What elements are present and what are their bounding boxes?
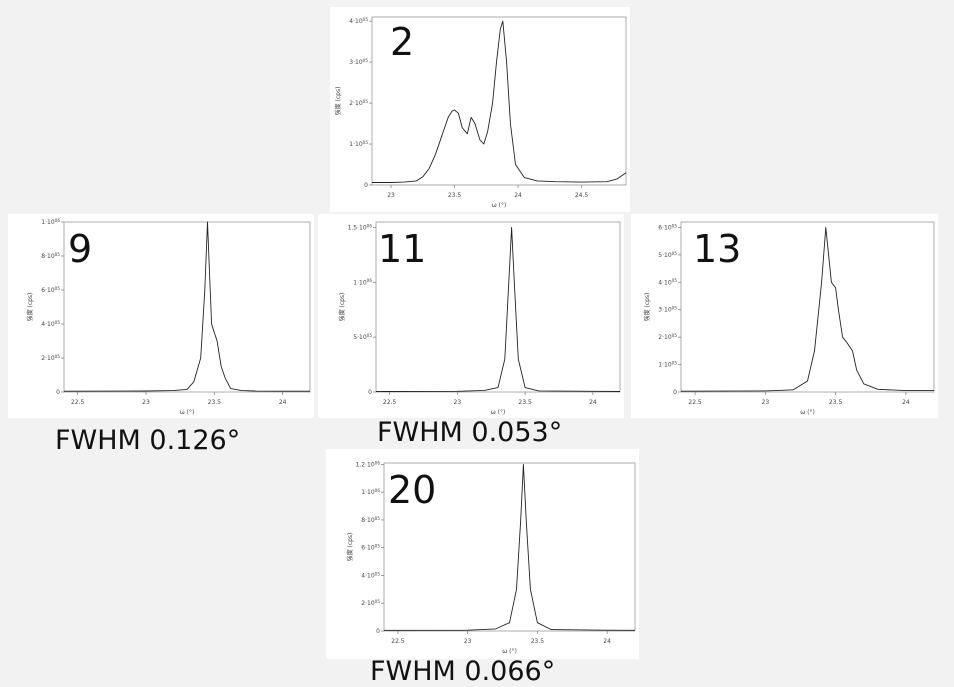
series-line-20	[383, 463, 636, 631]
plot-frame-20	[383, 462, 636, 632]
y-axis-label-9: 強度 (cps)	[26, 293, 34, 322]
x-tick-label-9-0: 22.5	[71, 399, 85, 406]
y-tick-label-20-2: 4·1005	[361, 571, 380, 579]
x-tick-label-2-0: 23	[387, 192, 395, 199]
chart-svg-9: 0 2·1005 4·1005 6·1005 8·1005 1·1006 22.5 23 23.…	[26, 218, 311, 416]
y-tick-label-9-4: 8·1005	[41, 252, 60, 260]
series-line-11	[375, 227, 621, 392]
x-tick-label-13-2: 23.5	[829, 399, 843, 406]
y-tick-label-9-2: 4·1005	[41, 320, 60, 328]
y-tick-label-9-0: 0	[56, 389, 60, 396]
x-tick-label-13-3: 24	[902, 399, 910, 406]
chart-panel-13: 0 1·1005 2·1005 3·1005 4·1005 5·1005 6·1005 22.…	[631, 214, 938, 418]
fwhm-label-20: FWHM 0.066°	[370, 656, 556, 687]
sample-label-2: 2	[390, 20, 414, 64]
fwhm-label-9: FWHM 0.126°	[55, 425, 241, 456]
plot-frame-9	[63, 221, 311, 393]
chart-panel-9: 0 2·1005 4·1005 6·1005 8·1005 1·1006 22.5 23 23.…	[8, 214, 314, 418]
y-tick-label-13-5: 5·1005	[658, 251, 677, 259]
sample-label-9: 9	[68, 227, 92, 271]
x-tick-label-2-3: 24.5	[575, 192, 589, 199]
x-tick-label-13-1: 23	[762, 399, 770, 406]
y-tick-label-9-1: 2·1005	[41, 354, 60, 362]
y-tick-label-2-4: 4·1005	[349, 17, 368, 25]
series-line-2	[372, 20, 627, 183]
x-tick-label-13-0: 22.5	[688, 399, 702, 406]
y-tick-label-2-1: 1·1005	[349, 140, 368, 148]
chart-svg-20: 0 2·1005 4·1005 6·1005 8·1005 1·1006 1.2·1006 2…	[346, 460, 636, 655]
y-axis-label-11: 強度 (cps)	[338, 293, 346, 322]
y-tick-label-13-1: 1·1005	[658, 360, 677, 368]
x-tick-label-11-1: 23	[454, 399, 462, 406]
chart-panel-11: 0 5·1005 1·1006 1.5·1006 22.5 23 23.5 24 ω (°) 強度…	[318, 214, 624, 418]
x-tick-label-2-2: 24	[514, 192, 522, 199]
x-tick-label-20-2: 23.5	[531, 638, 545, 645]
x-tick-label-9-2: 23.5	[208, 399, 222, 406]
y-tick-label-13-4: 4·1005	[658, 278, 677, 286]
y-tick-label-20-4: 8·1005	[361, 516, 380, 524]
y-tick-label-2-2: 2·1005	[349, 99, 368, 107]
y-tick-label-11-0: 0	[368, 389, 372, 396]
plot-frame-11	[375, 221, 621, 393]
x-tick-label-9-1: 23	[142, 399, 150, 406]
chart-panel-2: 0 1·1005 2·1005 3·1005 4·1005 23 23.5 24 24.5 ω (…	[330, 7, 630, 212]
y-tick-label-20-5: 1·1006	[361, 488, 380, 496]
y-tick-label-2-0: 0	[364, 182, 368, 189]
x-tick-label-9-3: 24	[279, 399, 287, 406]
y-tick-label-20-6: 1.2·1006	[356, 460, 381, 468]
y-tick-label-11-2: 1·1006	[353, 278, 372, 286]
x-axis-label-13: ω (°)	[800, 409, 815, 416]
x-tick-label-11-2: 23.5	[518, 399, 532, 406]
y-tick-label-9-3: 6·1005	[41, 286, 60, 294]
y-tick-label-2-3: 3·1005	[349, 58, 368, 66]
x-axis-label-11: ω (°)	[491, 409, 506, 416]
series-line-9	[63, 221, 310, 392]
plot-frame-2	[371, 16, 627, 186]
sample-label-13: 13	[693, 227, 741, 271]
y-tick-label-20-1: 2·1005	[361, 599, 380, 607]
y-axis-label-13: 強度 (cps)	[643, 293, 651, 322]
x-axis-label-2: ω (°)	[492, 202, 507, 209]
y-tick-label-13-0: 0	[673, 389, 677, 396]
chart-svg-2: 0 1·1005 2·1005 3·1005 4·1005 23 23.5 24 24.5 ω (…	[334, 16, 627, 209]
x-tick-label-11-0: 22.5	[383, 399, 397, 406]
y-axis-label-20: 強度 (cps)	[346, 533, 354, 562]
y-tick-label-13-2: 2·1005	[658, 333, 677, 341]
x-tick-label-20-0: 22.5	[391, 638, 405, 645]
x-tick-label-20-3: 24	[603, 638, 611, 645]
y-tick-label-9-5: 1·1006	[41, 218, 60, 226]
series-line-13	[680, 227, 934, 392]
chart-svg-13: 0 1·1005 2·1005 3·1005 4·1005 5·1005 6·1005 22.…	[643, 221, 935, 416]
y-tick-label-13-3: 3·1005	[658, 306, 677, 314]
fwhm-label-11: FWHM 0.053°	[377, 417, 563, 448]
x-tick-label-11-3: 24	[589, 399, 597, 406]
y-tick-label-13-6: 6·1005	[658, 223, 677, 231]
x-axis-label-20: ω (°)	[502, 648, 517, 655]
y-tick-label-20-3: 6·1005	[361, 544, 380, 552]
x-axis-label-9: ω (°)	[180, 409, 195, 416]
chart-panel-20: 0 2·1005 4·1005 6·1005 8·1005 1·1006 1.2·1006 2…	[326, 449, 639, 659]
sample-label-20: 20	[388, 468, 436, 512]
sample-label-11: 11	[378, 227, 426, 271]
y-tick-label-20-0: 0	[376, 628, 380, 635]
plot-frame-13	[680, 221, 935, 393]
x-tick-label-20-1: 23	[464, 638, 472, 645]
y-tick-label-11-3: 1.5·1006	[348, 223, 373, 231]
x-tick-label-2-1: 23.5	[448, 192, 462, 199]
y-tick-label-11-1: 5·1005	[353, 333, 372, 341]
chart-svg-11: 0 5·1005 1·1006 1.5·1006 22.5 23 23.5 24 ω (°) 強度…	[338, 221, 621, 416]
y-axis-label-2: 強度 (cps)	[334, 87, 342, 116]
